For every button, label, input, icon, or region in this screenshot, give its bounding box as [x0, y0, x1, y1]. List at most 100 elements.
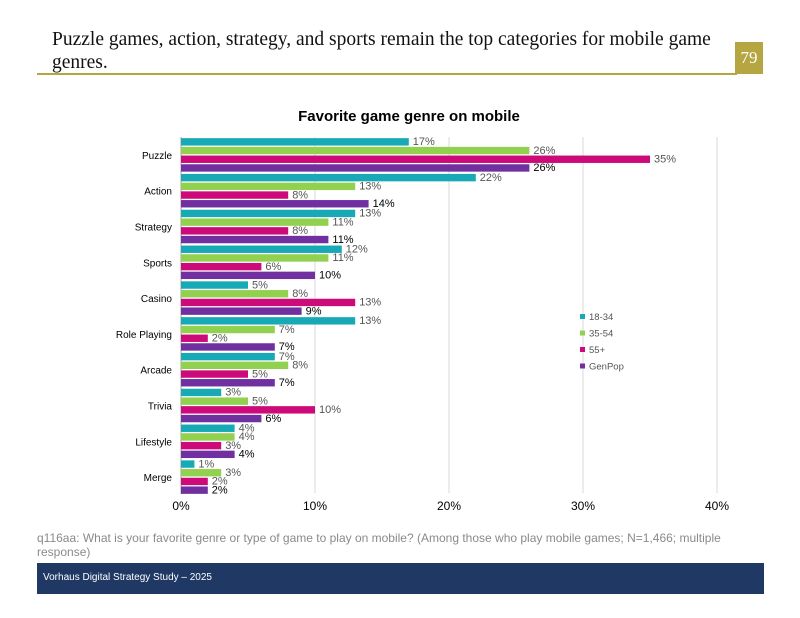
data-label: 2% [212, 476, 228, 488]
data-label: 7% [279, 341, 295, 353]
data-label: 4% [239, 422, 255, 434]
slide-headline: Puzzle games, action, strategy, and spor… [52, 29, 711, 73]
footer-bar: Vorhaus Digital Strategy Study – 2025 [37, 563, 764, 594]
data-label: 9% [306, 305, 322, 317]
category-label: Trivia [148, 402, 173, 413]
bar [181, 271, 315, 280]
bar [181, 325, 275, 334]
bar [181, 414, 262, 423]
x-tick-label: 20% [437, 499, 461, 513]
bar [181, 469, 222, 477]
bar [181, 227, 289, 235]
category-label: Merge [144, 473, 173, 484]
data-label: 3% [225, 467, 241, 479]
x-tick-label: 40% [705, 499, 729, 513]
bar [181, 290, 289, 298]
legend-label: GenPop [589, 362, 624, 373]
data-label: 14% [373, 198, 395, 210]
bar [181, 155, 650, 163]
data-label: 8% [292, 360, 308, 372]
bar [181, 262, 262, 271]
bar [181, 307, 302, 315]
data-label: 11% [332, 216, 353, 228]
bar [181, 334, 208, 342]
data-label: 6% [265, 413, 281, 425]
bar [181, 379, 275, 387]
bar [181, 486, 208, 494]
data-label: 12% [346, 243, 368, 255]
legend-swatch [580, 314, 585, 319]
data-label: 13% [359, 181, 381, 193]
data-label: 7% [279, 351, 295, 363]
category-label: Sports [143, 258, 172, 269]
bar [181, 298, 356, 307]
bar [181, 352, 275, 361]
question-footnote: q116aa: What is your favorite genre or t… [37, 531, 721, 559]
legend-label: 18-34 [589, 312, 613, 323]
legend-swatch [580, 347, 585, 352]
bar [181, 164, 530, 172]
data-label: 3% [225, 440, 241, 452]
data-label: 13% [359, 315, 381, 327]
bar [181, 173, 476, 182]
bar [181, 388, 222, 397]
bar [181, 361, 289, 370]
header-rule [37, 73, 737, 75]
bar [181, 450, 235, 459]
data-label: 26% [533, 162, 555, 174]
bar [181, 281, 248, 289]
bar [181, 424, 235, 432]
data-label: 8% [292, 225, 308, 237]
category-label: Lifestyle [135, 437, 172, 448]
data-label: 8% [292, 189, 308, 201]
data-label: 22% [480, 172, 502, 184]
data-label: 5% [252, 395, 268, 407]
data-label: 5% [252, 368, 268, 380]
bar [181, 235, 329, 244]
category-label: Puzzle [142, 151, 172, 162]
page-number-badge: 79 [735, 42, 763, 74]
data-label: 3% [225, 387, 241, 399]
data-label: 8% [292, 288, 308, 300]
category-label: Role Playing [116, 330, 172, 341]
data-label: 4% [239, 431, 255, 443]
data-label: 35% [654, 153, 676, 165]
data-label: 7% [279, 324, 295, 336]
data-label: 13% [359, 297, 381, 309]
bar [181, 317, 356, 325]
data-label: 11% [332, 234, 353, 246]
bar [181, 200, 369, 208]
data-label: 10% [319, 404, 341, 416]
bar [181, 343, 275, 351]
bar [181, 182, 356, 191]
data-label: 17% [413, 136, 435, 148]
data-label: 4% [239, 449, 255, 461]
bar [181, 406, 315, 414]
bar [181, 209, 356, 218]
bar [181, 254, 329, 262]
bar [181, 218, 329, 226]
bar [181, 477, 208, 486]
bar [181, 138, 409, 146]
chart-title: Favorite game genre on mobile [298, 108, 520, 125]
data-label: 7% [279, 377, 295, 389]
bar [181, 441, 222, 450]
legend-label: 35-54 [589, 329, 613, 340]
category-label: Strategy [135, 223, 172, 234]
legend-label: 55+ [589, 345, 606, 356]
data-label: 10% [319, 270, 341, 282]
data-label: 1% [198, 458, 214, 470]
category-label: Action [144, 187, 172, 198]
category-label: Arcade [140, 366, 172, 377]
bar [181, 460, 195, 468]
legend-swatch [580, 330, 585, 336]
data-label: 11% [332, 252, 353, 264]
data-label: 13% [359, 208, 381, 220]
bar [181, 397, 248, 405]
x-tick-label: 10% [303, 499, 327, 513]
bar [181, 146, 530, 155]
bar [181, 191, 289, 199]
bar [181, 370, 248, 378]
legend-swatch [580, 363, 585, 369]
